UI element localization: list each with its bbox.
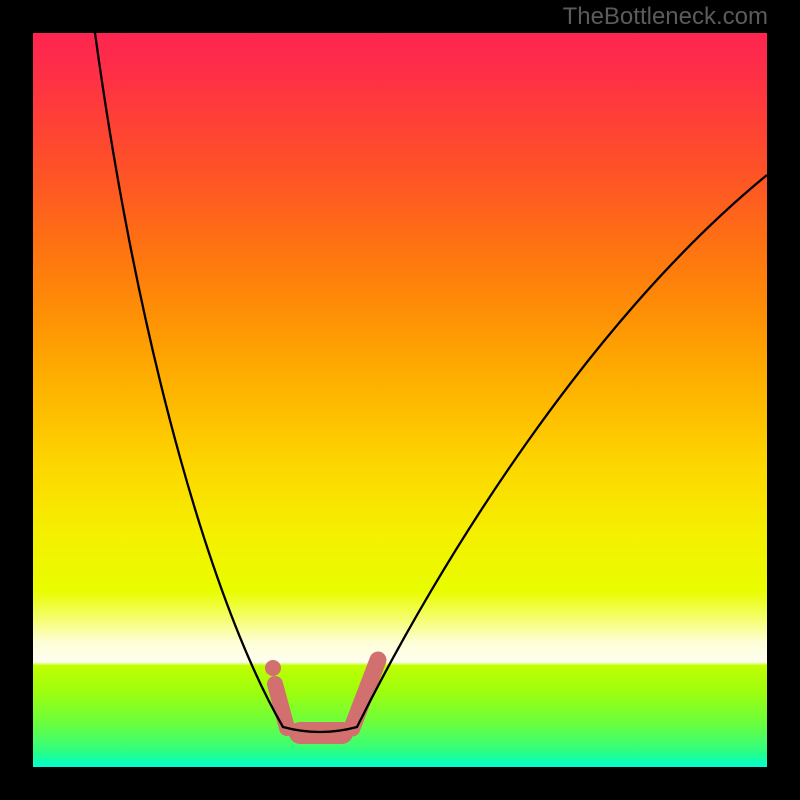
watermark-text: TheBottleneck.com (563, 3, 768, 31)
plot-area (33, 33, 767, 767)
chart-stage: TheBottleneck.com (0, 0, 800, 800)
accent-marker (265, 660, 378, 733)
curve-path (95, 33, 767, 732)
bottleneck-curve (33, 33, 767, 767)
